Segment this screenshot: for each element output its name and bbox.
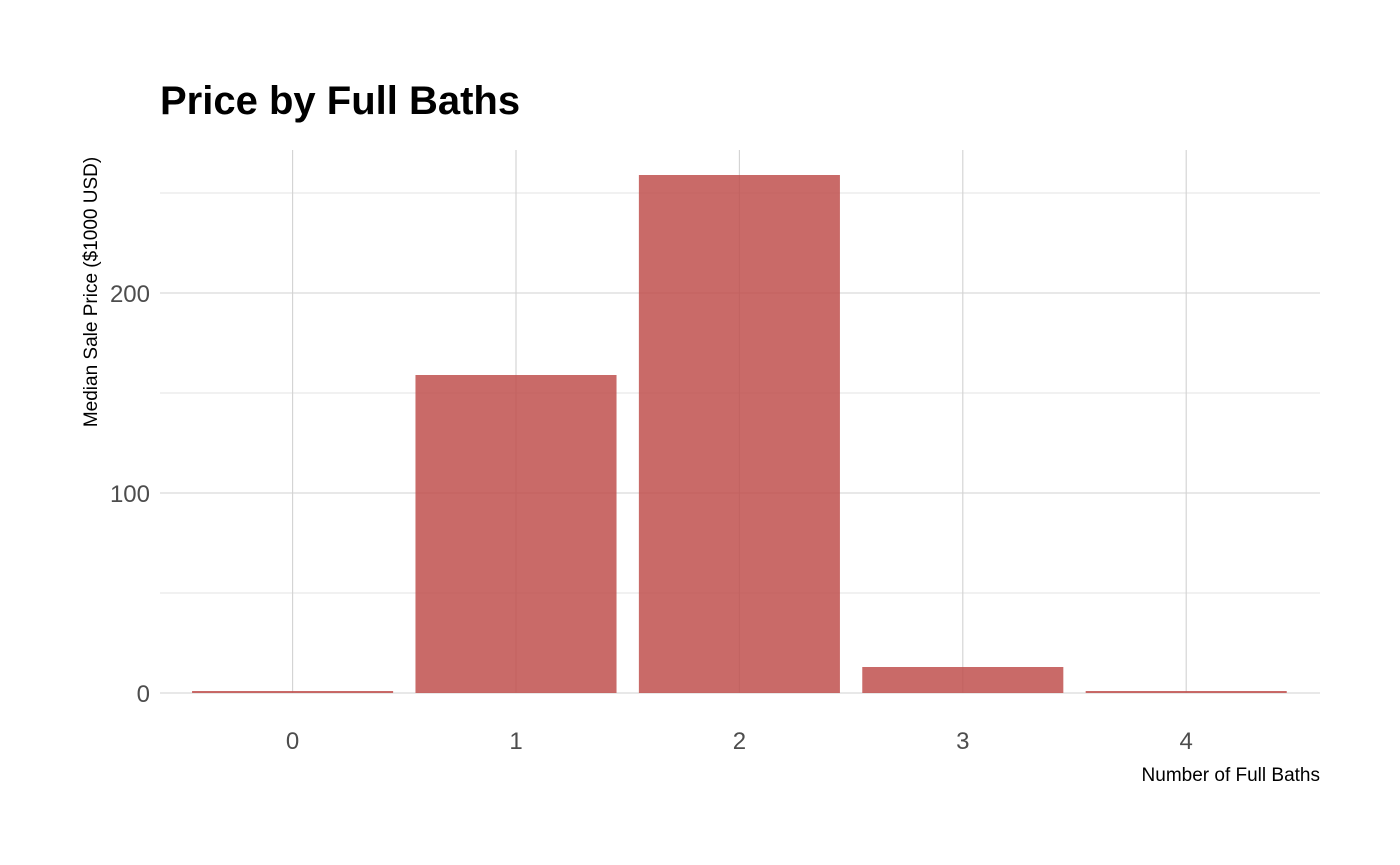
y-axis-title: Median Sale Price ($1000 USD) <box>81 157 102 427</box>
bar-4 <box>1085 691 1287 693</box>
y-tick-label: 200 <box>110 281 150 308</box>
bar-0 <box>192 691 394 693</box>
x-tick-label: 3 <box>956 728 969 755</box>
y-tick-labels: 0 100 200 <box>110 281 150 708</box>
x-tick-label: 1 <box>509 728 522 755</box>
bars <box>192 175 1287 693</box>
bar-2 <box>638 175 840 693</box>
bar-3 <box>862 667 1064 693</box>
y-tick-label: 0 <box>137 681 150 708</box>
x-tick-label: 0 <box>286 728 299 755</box>
y-tick-label: 100 <box>110 481 150 508</box>
x-tick-labels: 0 1 2 3 4 <box>286 728 1193 755</box>
x-axis-title: Number of Full Baths <box>1142 765 1320 786</box>
chart-title: Price by Full Baths <box>160 79 520 123</box>
bar-1 <box>415 375 617 693</box>
x-tick-label: 2 <box>733 728 746 755</box>
x-tick-label: 4 <box>1180 728 1193 755</box>
